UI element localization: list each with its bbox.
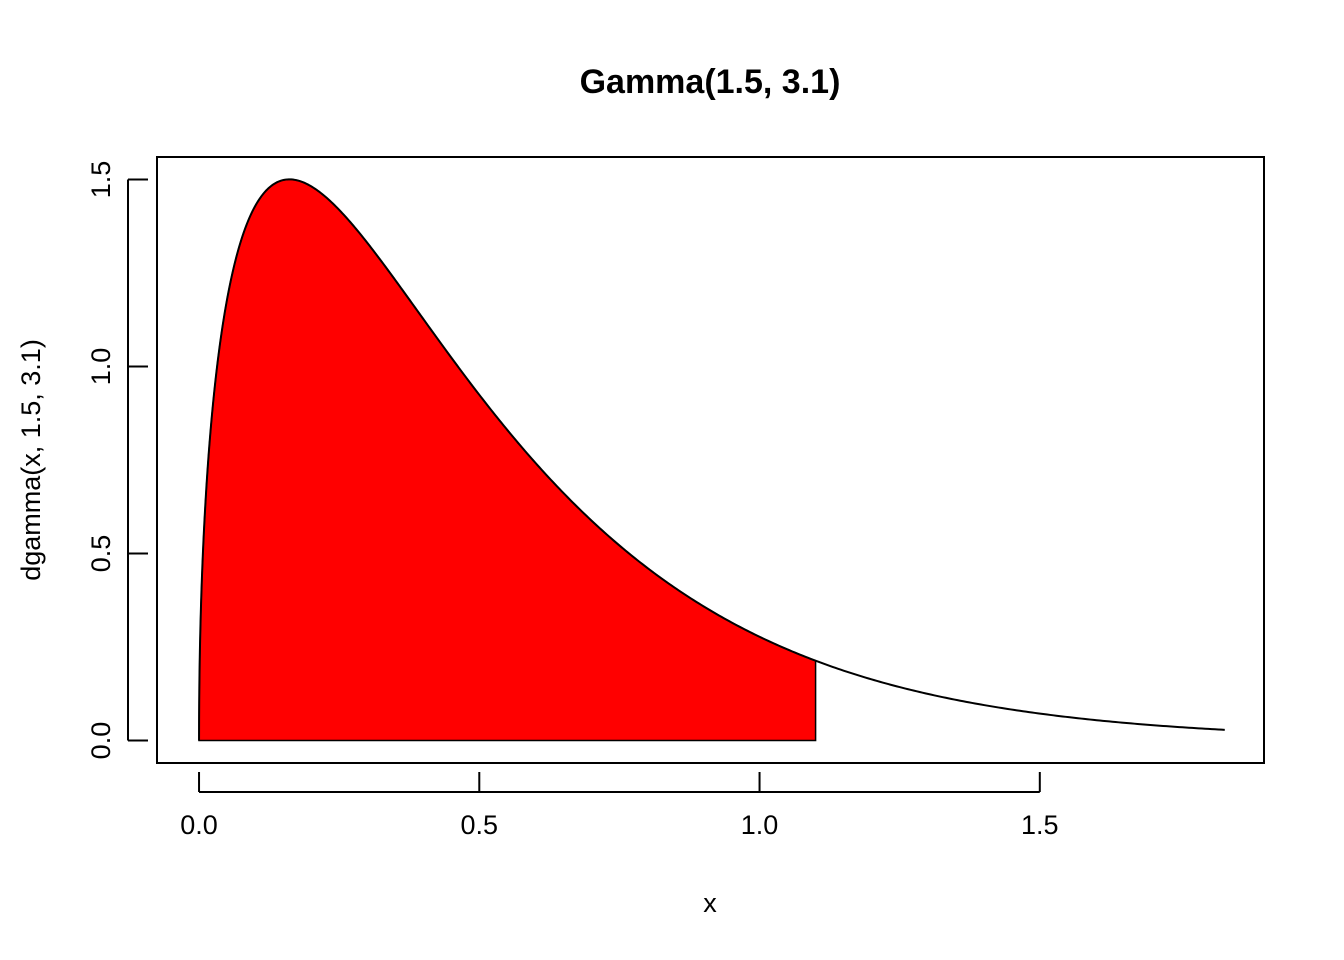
- shaded-area: [198, 178, 817, 742]
- y-tick-label: 1.5: [86, 161, 116, 199]
- x-tick-label: 0.0: [180, 810, 218, 840]
- y-axis-label: dgamma(x, 1.5, 3.1): [16, 339, 46, 581]
- x-axis-label: x: [703, 888, 717, 918]
- x-tick-label: 1.5: [1021, 810, 1059, 840]
- chart-title: Gamma(1.5, 3.1): [580, 63, 841, 101]
- y-tick-label: 0.0: [86, 722, 116, 760]
- density-curve: [198, 178, 1225, 741]
- x-tick-label: 0.5: [461, 810, 499, 840]
- y-tick-label: 1.0: [86, 348, 116, 386]
- x-tick-label: 1.0: [741, 810, 779, 840]
- x-axis: 0.0 0.5 1.0 1.5: [180, 772, 1059, 840]
- y-tick-label: 0.5: [86, 535, 116, 573]
- plot-frame: [156, 156, 1265, 764]
- y-axis: 0.0 0.5 1.0 1.5: [86, 161, 148, 760]
- plot-area: [198, 178, 1225, 742]
